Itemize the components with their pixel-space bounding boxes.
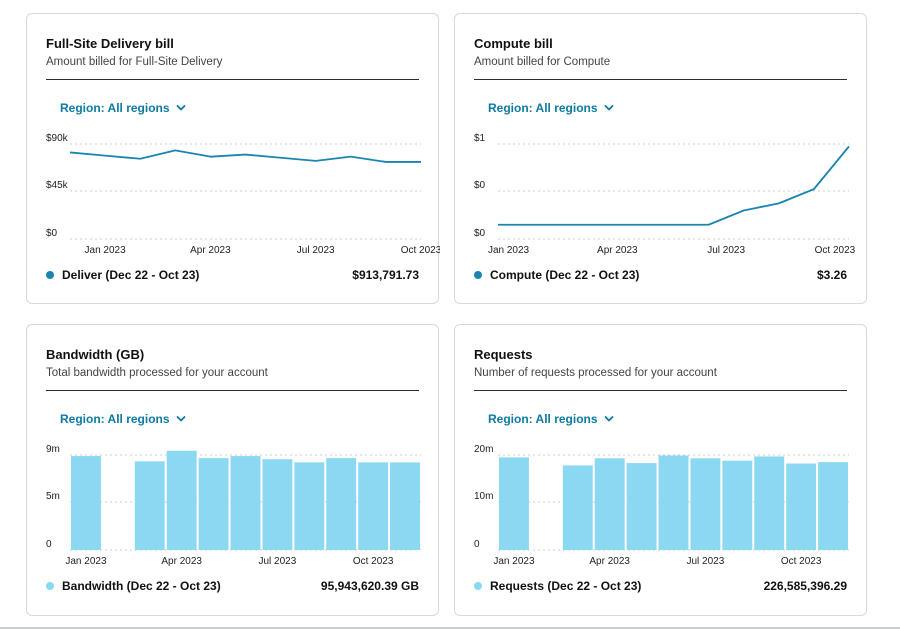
x-tick-label: Jan 2023: [493, 556, 535, 567]
x-tick-label: Apr 2023: [190, 245, 231, 256]
total-value: $913,791.73: [352, 268, 419, 282]
x-tick-label: Oct 2023: [781, 556, 822, 567]
region-dropdown-label: Region: All regions: [60, 412, 170, 426]
y-tick-label: 0: [474, 539, 480, 550]
legend-dot: [474, 271, 482, 279]
legend-label: Deliver (Dec 22 - Oct 23): [62, 268, 200, 282]
bar-chart: 20m 10m 0 Jan 2023 Apr 2023 Jul 2023 Oct 2023: [474, 444, 849, 567]
legend-dot: [46, 582, 54, 590]
y-tick-label: $0: [474, 228, 486, 239]
y-tick-label: 5m: [46, 491, 60, 502]
bar: [626, 463, 657, 550]
y-tick-label: $45k: [46, 180, 69, 191]
legend: Requests (Dec 22 - Oct 23): [474, 579, 641, 593]
y-tick-label: 20m: [474, 444, 493, 455]
region-dropdown[interactable]: Region: All regions: [60, 412, 186, 426]
x-tick-label: Jul 2023: [687, 556, 725, 567]
card-bandwidth: Bandwidth (GB) Total bandwidth processed…: [26, 324, 439, 616]
y-tick-label: $0: [46, 228, 58, 239]
bar: [166, 450, 197, 550]
bar: [358, 462, 389, 550]
region-dropdown-label: Region: All regions: [60, 101, 170, 115]
bar: [499, 457, 529, 550]
bar: [658, 455, 689, 550]
chevron-down-icon: [604, 105, 613, 111]
bar: [594, 458, 625, 550]
legend: Deliver (Dec 22 - Oct 23): [46, 268, 199, 282]
legend: Compute (Dec 22 - Oct 23): [474, 268, 639, 282]
x-tick-label: Apr 2023: [589, 556, 630, 567]
region-dropdown[interactable]: Region: All regions: [488, 101, 614, 115]
x-tick-label: Jul 2023: [707, 245, 745, 256]
divider: [474, 390, 847, 391]
bar: [754, 456, 785, 550]
bar: [562, 465, 593, 550]
chevron-down-icon: [604, 416, 613, 422]
y-tick-label: 9m: [46, 444, 60, 455]
bar: [262, 459, 293, 550]
legend-dot: [46, 271, 54, 279]
card-title: Full-Site Delivery bill: [46, 36, 174, 51]
region-dropdown[interactable]: Region: All regions: [488, 412, 614, 426]
series-line: [69, 149, 421, 163]
divider: [46, 79, 419, 80]
card-subtitle: Amount billed for Full-Site Delivery: [46, 56, 223, 68]
legend-label: Compute (Dec 22 - Oct 23): [490, 268, 640, 282]
y-tick-label: $1: [474, 133, 486, 144]
bar: [390, 462, 420, 550]
chevron-down-icon: [176, 416, 185, 422]
legend-label: Bandwidth (Dec 22 - Oct 23): [62, 579, 221, 593]
x-tick-label: Jan 2023: [85, 245, 127, 256]
x-tick-label: Jan 2023: [488, 245, 530, 256]
bar-chart: 9m 5m 0 Jan 2023 Apr 2023 Jul 2023 Oct 2023: [46, 444, 421, 567]
bar: [818, 462, 848, 550]
card-subtitle: Total bandwidth processed for your accou…: [46, 367, 268, 379]
series-line: [498, 145, 850, 226]
card-compute: Compute bill Amount billed for Compute R…: [454, 13, 867, 304]
y-tick-label: 10m: [474, 491, 493, 502]
divider: [474, 79, 847, 80]
bar: [230, 456, 261, 550]
legend-dot: [474, 582, 482, 590]
bar: [294, 462, 325, 550]
region-dropdown[interactable]: Region: All regions: [60, 101, 186, 115]
divider: [46, 390, 419, 391]
card-requests: Requests Number of requests processed fo…: [454, 324, 867, 616]
total-value: 95,943,620.39 GB: [320, 579, 419, 593]
card-title: Bandwidth (GB): [46, 347, 145, 362]
x-tick-label: Jul 2023: [297, 245, 335, 256]
region-dropdown-label: Region: All regions: [488, 412, 598, 426]
y-tick-label: 0: [46, 539, 52, 550]
bar: [326, 458, 357, 550]
page-bottom-border: [0, 627, 900, 629]
x-tick-label: Oct 2023: [401, 245, 440, 256]
x-tick-label: Jul 2023: [259, 556, 297, 567]
x-tick-label: Jan 2023: [65, 556, 107, 567]
total-value: 226,585,396.29: [763, 579, 847, 593]
bar: [134, 461, 165, 550]
bar: [786, 463, 817, 550]
x-tick-label: Oct 2023: [815, 245, 856, 256]
legend-label: Requests (Dec 22 - Oct 23): [490, 579, 642, 593]
card-full-site-delivery: Full-Site Delivery bill Amount billed fo…: [26, 13, 440, 304]
bar: [690, 458, 721, 550]
card-subtitle: Amount billed for Compute: [474, 56, 611, 68]
x-tick-label: Apr 2023: [597, 245, 638, 256]
y-tick-label: $90k: [46, 133, 69, 144]
y-tick-label: $0: [474, 180, 486, 191]
chevron-down-icon: [176, 105, 185, 111]
x-tick-label: Apr 2023: [161, 556, 202, 567]
x-tick-label: Oct 2023: [353, 556, 394, 567]
bar: [722, 460, 753, 550]
line-chart: $90k $45k $0 Jan 2023 Apr 2023 Jul 2023 Oct 20…: [46, 133, 440, 256]
legend: Bandwidth (Dec 22 - Oct 23): [46, 579, 221, 593]
region-dropdown-label: Region: All regions: [488, 101, 598, 115]
card-title: Compute bill: [474, 36, 553, 51]
card-subtitle: Number of requests processed for your ac…: [474, 367, 717, 379]
total-value: $3.26: [816, 268, 847, 282]
bar: [198, 458, 229, 550]
bar: [71, 456, 101, 550]
card-title: Requests: [474, 347, 533, 362]
